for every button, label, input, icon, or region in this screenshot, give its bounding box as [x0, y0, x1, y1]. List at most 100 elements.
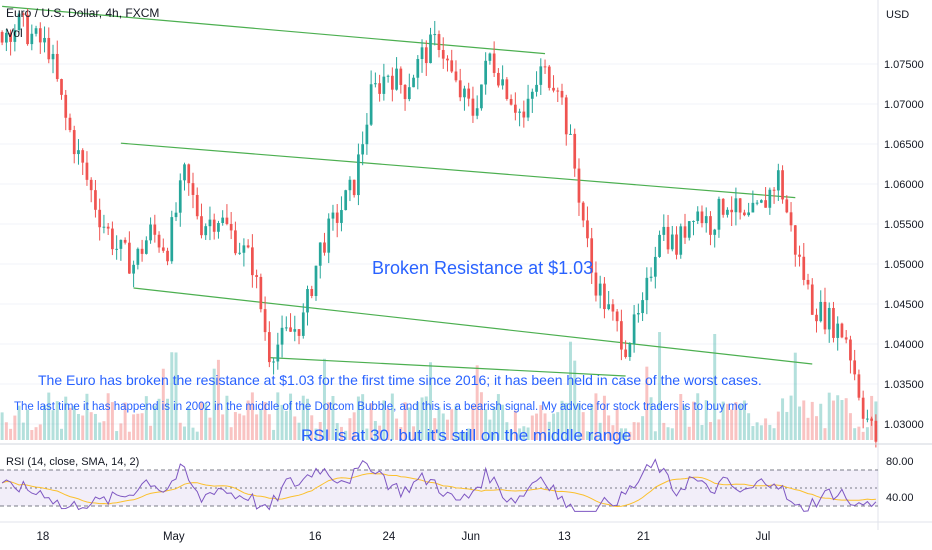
candle-body [310, 289, 314, 297]
volume-bar [216, 359, 220, 440]
volume-bar [522, 426, 526, 440]
volume-bar [441, 413, 445, 440]
candle-body [577, 168, 581, 203]
candle-body [251, 247, 254, 276]
candle-body [157, 234, 161, 248]
candle-body [403, 84, 407, 100]
candle-body [611, 304, 615, 312]
volume-bar [810, 401, 814, 440]
volume-bar [717, 419, 721, 440]
candle-body [43, 37, 46, 43]
volume-bar [581, 412, 585, 440]
volume-bar [624, 428, 628, 440]
volume-bar [848, 413, 852, 440]
volume-bar [573, 360, 577, 440]
price-tick-label: 1.04500 [884, 299, 924, 311]
candle-body [357, 154, 360, 196]
volume-bar [819, 403, 823, 440]
candle-body [632, 314, 636, 344]
candle-body [221, 217, 225, 224]
volume-bar [339, 426, 343, 440]
candle-body [340, 210, 343, 223]
candle-body [267, 332, 271, 363]
volume-bar [378, 425, 382, 440]
volume-bar [85, 393, 89, 440]
candle-body [327, 218, 331, 253]
candle-body [853, 360, 857, 375]
volume-bar [594, 393, 598, 440]
candle-body [709, 216, 712, 235]
candle-body [624, 349, 627, 357]
volume-bar [344, 430, 348, 440]
volume-bar [692, 401, 695, 440]
volume-bar [768, 424, 772, 440]
candle-body [246, 245, 250, 248]
candle-body [119, 239, 123, 249]
candle-body [284, 327, 288, 329]
candle-body [352, 179, 356, 196]
candle-body [569, 133, 572, 135]
time-tick-label: 21 [637, 531, 650, 543]
volume-bar [636, 422, 640, 440]
candle-body [603, 283, 606, 310]
volume-bar [115, 431, 119, 440]
volume-bar [450, 409, 454, 440]
volume-bar [229, 427, 233, 440]
candle-body [382, 76, 386, 94]
volume-bar [64, 396, 68, 440]
volume-bar [314, 428, 318, 440]
candle-body [823, 301, 827, 330]
candle-body [26, 14, 29, 45]
volume-bar [187, 407, 191, 440]
volume-bar [857, 426, 861, 440]
volume-bar [178, 422, 182, 440]
currency-label: USD [886, 9, 910, 21]
candle-body [518, 111, 521, 113]
candle-body [866, 418, 869, 420]
candle-body [810, 284, 814, 315]
volume-bar [484, 409, 488, 440]
volume-bar [802, 400, 806, 440]
candle-body [361, 144, 365, 155]
candle-body [636, 313, 640, 315]
candle-body [497, 72, 500, 86]
volume-bar [183, 426, 186, 440]
candle-body [484, 60, 488, 85]
time-tick-label: 24 [382, 531, 395, 543]
volume-bar [666, 427, 670, 440]
volume-bar [0, 412, 4, 440]
volume-bar [530, 415, 534, 440]
candle-body [471, 98, 475, 116]
price-tick-label: 1.06000 [884, 179, 924, 191]
volume-bar [496, 394, 500, 440]
volume-bar [645, 366, 649, 440]
candle-body [195, 194, 199, 217]
volume-bar [649, 397, 653, 440]
volume-bar [140, 413, 144, 440]
candle-body [344, 190, 348, 211]
volume-bar [429, 362, 433, 440]
candle-body [547, 66, 551, 88]
volume-bar [704, 400, 708, 440]
candle-body [399, 68, 403, 85]
candle-body [849, 339, 852, 361]
volume-bar [161, 368, 165, 440]
time-tick-label: Jun [461, 531, 480, 543]
volume-bar [831, 400, 835, 440]
volume-bar [352, 412, 356, 440]
volume-bar [590, 403, 594, 440]
candle-body [187, 164, 191, 184]
volume-bar [399, 427, 403, 440]
volume-bar [26, 409, 30, 440]
volume-bar [611, 425, 615, 440]
candle-body [755, 202, 759, 204]
volume-bar [759, 425, 763, 440]
candle-body [870, 418, 873, 421]
candle-body [832, 307, 835, 338]
volume-bar [615, 408, 619, 440]
candle-body [369, 84, 373, 125]
volume-bar [619, 428, 623, 440]
rsi-tick-label: 40.00 [886, 492, 914, 504]
candle-body [666, 226, 670, 250]
